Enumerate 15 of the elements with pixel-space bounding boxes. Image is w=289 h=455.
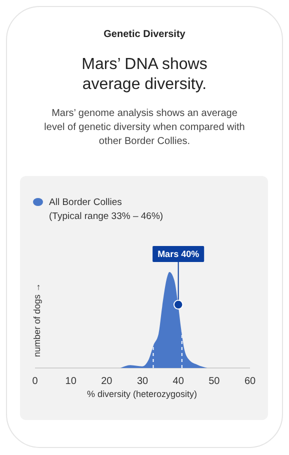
x-axis-title: % diversity (heterozygosity) <box>86 389 198 399</box>
text: Mars’ genome analysis shows an average level of genetic diversity when compared with other Border Collies. <box>43 107 246 149</box>
x-tick-label: 20 <box>101 376 113 388</box>
x-tick-label: 30 <box>136 376 148 388</box>
y-axis-title: number of dogs → <box>32 282 42 358</box>
chart-subtitle: Mars’ DNA shows average diversity. <box>80 55 208 95</box>
x-tick-label: 10 <box>65 376 77 388</box>
x-tick-label: 40 <box>172 376 184 388</box>
text: (Typical range 33% – 46%) <box>49 211 164 222</box>
x-tick-label: 0 <box>32 376 38 388</box>
annotation: Mars 40% <box>158 249 200 259</box>
chart-title: Genetic Diversity <box>102 29 186 40</box>
x-tick-label: 60 <box>244 376 256 388</box>
x-tick-label: 50 <box>208 376 220 388</box>
legend-label: All Border Collies <box>49 197 122 208</box>
